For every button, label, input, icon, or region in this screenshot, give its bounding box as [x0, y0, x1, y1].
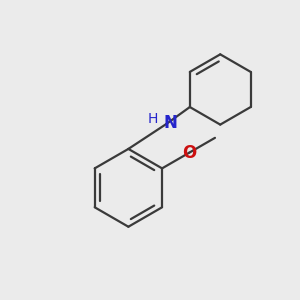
Text: O: O [182, 144, 196, 162]
Text: H: H [148, 112, 158, 126]
Text: N: N [164, 114, 178, 132]
